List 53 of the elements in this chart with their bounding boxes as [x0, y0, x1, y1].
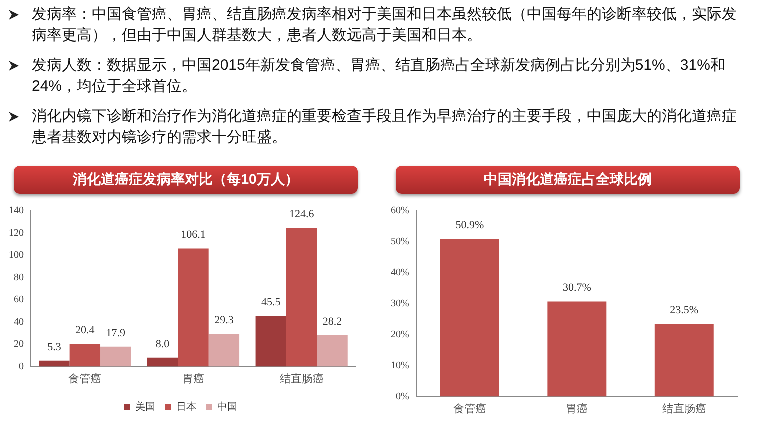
bar — [178, 248, 209, 367]
y-tick-label: 30% — [390, 298, 410, 310]
y-tick-label: 80 — [14, 272, 24, 284]
bar — [256, 316, 286, 367]
data-label: 28.2 — [322, 316, 342, 328]
x-tick-label: 结直肠癌 — [280, 372, 324, 386]
y-tick-label: 100 — [9, 250, 24, 262]
data-label: 5.3 — [48, 341, 62, 354]
y-tick-label: 40% — [390, 268, 410, 279]
bar — [208, 334, 240, 367]
y-tick-label: 0% — [396, 391, 410, 402]
x-tick-label: 结直肠癌 — [662, 402, 706, 416]
legend-label: 美国 — [136, 400, 156, 413]
x-tick-label: 食管癌 — [453, 402, 486, 416]
data-label: 124.6 — [289, 208, 315, 221]
data-label: 20.4 — [76, 324, 96, 336]
data-label: 106.1 — [181, 229, 206, 242]
bar — [39, 360, 70, 367]
x-tick-label: 食管癌 — [68, 372, 102, 386]
chart-title: 消化道癌症发病率对比（每10万人） — [14, 166, 358, 194]
y-tick-label: 0 — [19, 361, 24, 372]
y-tick-label: 60 — [14, 294, 24, 306]
data-label: 50.9% — [456, 220, 484, 232]
y-tick-label: 20% — [390, 329, 410, 340]
y-tick-label: 60% — [390, 206, 410, 217]
x-tick-label: 胃癌 — [182, 372, 204, 386]
bar — [317, 335, 348, 367]
data-label: 45.5 — [262, 296, 282, 309]
y-tick-label: 50% — [390, 236, 410, 248]
y-tick-label: 10% — [390, 360, 410, 372]
bar — [286, 228, 318, 367]
y-tick-label: 20 — [14, 339, 24, 350]
y-tick-label: 40 — [14, 316, 24, 328]
data-label: 29.3 — [214, 314, 234, 327]
y-tick-label: 140 — [9, 206, 24, 217]
bar — [70, 344, 101, 367]
x-tick-label: 胃癌 — [566, 402, 588, 416]
data-label: 23.5% — [670, 304, 699, 316]
legend-label: 日本 — [176, 400, 196, 413]
bar — [548, 302, 607, 397]
bar — [147, 358, 178, 367]
data-label: 30.7% — [562, 282, 592, 294]
bar — [100, 346, 132, 367]
bar — [654, 324, 714, 397]
text: 发病人数：数据显示，中国2015年新发食管癌、胃癌、结直肠癌占全球新发病例占比分别为51%、31%和24%，均位于全球首位。 — [32, 56, 726, 97]
legend-label: 中国 — [218, 400, 238, 413]
y-tick-label: 120 — [9, 228, 24, 239]
bar — [440, 239, 500, 397]
text: 发病率：中国食管癌、胃癌、结直肠癌发病率相对于美国和日本虽然较低（中国每年的诊断率较低，实际发病率更高），但由于中国人群基数大，患者人数远高于美国和日本。 — [32, 5, 738, 46]
data-label: 8.0 — [156, 338, 170, 350]
chart-title: 中国消化道癌症占全球比例 — [396, 166, 740, 194]
data-label: 17.9 — [106, 327, 126, 340]
text: 消化内镜下诊断和治疗作为消化道癌症的重要检查手段且作为早癌治疗的主要手段，中国庞大的消化道癌症患者基数对内镜诊疗的需求十分旺盛。 — [32, 107, 738, 148]
